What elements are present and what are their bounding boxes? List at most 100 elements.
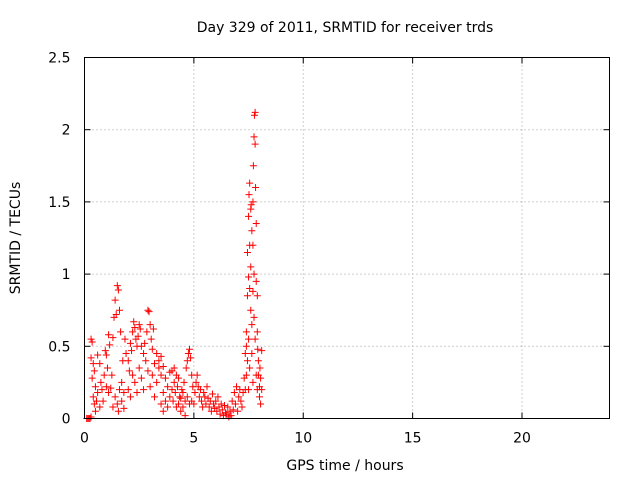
data-point <box>157 400 165 408</box>
data-point <box>125 367 133 375</box>
data-point <box>135 364 143 372</box>
data-point <box>226 407 234 415</box>
data-point <box>250 133 258 141</box>
data-point <box>102 383 110 391</box>
data-point <box>161 397 169 405</box>
data-point <box>253 292 261 300</box>
y-tick-label: 2.5 <box>48 51 70 67</box>
data-point <box>94 351 102 359</box>
data-point <box>254 357 262 365</box>
x-tick-label: 20 <box>513 431 531 447</box>
data-point <box>109 403 117 411</box>
data-point <box>241 386 249 394</box>
data-point <box>136 325 144 333</box>
data-point <box>213 407 221 415</box>
data-point <box>146 383 154 391</box>
data-point <box>177 394 185 402</box>
data-point <box>101 347 109 355</box>
data-point <box>233 383 241 391</box>
data-point <box>100 371 108 379</box>
data-point <box>247 205 255 213</box>
data-point <box>238 403 246 411</box>
data-point <box>172 403 180 411</box>
data-point <box>181 397 189 405</box>
data-point <box>247 263 255 271</box>
data-point <box>247 306 255 314</box>
data-point <box>113 282 121 290</box>
data-point <box>171 389 179 397</box>
data-point <box>246 285 254 293</box>
data-point <box>180 378 188 386</box>
data-point <box>208 390 216 398</box>
data-point <box>131 324 139 332</box>
data-point <box>200 389 208 397</box>
data-point <box>105 389 113 397</box>
data-point <box>251 108 259 116</box>
data-point <box>173 383 181 391</box>
data-point <box>157 371 165 379</box>
data-point <box>184 350 192 358</box>
data-point <box>214 393 222 401</box>
data-point <box>199 403 207 411</box>
axes: 0 5 10 15 20 0 0.5 1 1.5 2 2.5 <box>48 51 610 447</box>
data-point <box>257 400 265 408</box>
y-tick-label: 2 <box>62 123 71 139</box>
data-point <box>192 378 200 386</box>
data-point <box>253 328 261 336</box>
data-point <box>107 384 115 392</box>
data-point <box>250 111 258 119</box>
data-point <box>256 364 264 372</box>
data-point <box>175 374 183 382</box>
data-point <box>118 378 126 386</box>
data-point <box>252 277 260 285</box>
data-point <box>242 371 250 379</box>
data-point <box>183 393 191 401</box>
data-point <box>88 374 96 382</box>
data-point <box>133 389 141 397</box>
data-point <box>129 328 137 336</box>
data-point <box>245 212 253 220</box>
x-axis-label: GPS time / hours <box>286 458 403 474</box>
data-point <box>248 321 256 329</box>
data-point <box>245 273 253 281</box>
data-point <box>155 357 163 365</box>
data-point <box>193 371 201 379</box>
data-point <box>159 363 167 371</box>
data-point <box>176 393 184 401</box>
data-point <box>117 328 125 336</box>
data-point <box>187 354 195 362</box>
data-point <box>212 397 220 405</box>
data-point <box>235 393 243 401</box>
data-point <box>89 393 97 401</box>
data-point <box>140 350 148 358</box>
x-tick-label: 5 <box>189 431 198 447</box>
data-point <box>178 386 186 394</box>
data-point <box>246 179 254 187</box>
data-point <box>130 318 138 326</box>
data-point <box>144 306 152 314</box>
data-point <box>252 220 260 228</box>
data-point <box>256 393 263 401</box>
data-point <box>129 371 137 379</box>
data-point <box>87 413 95 421</box>
data-point <box>181 412 189 420</box>
data-point <box>98 386 106 394</box>
data-point <box>253 386 261 394</box>
data-point <box>88 338 96 346</box>
data-point <box>114 407 122 415</box>
data-point <box>170 378 178 386</box>
data-point <box>144 367 152 375</box>
data-point <box>146 321 154 329</box>
data-point <box>143 328 151 336</box>
data-point <box>121 335 129 343</box>
data-point <box>243 248 251 256</box>
data-point <box>202 400 210 408</box>
data-point <box>169 397 177 405</box>
data-point <box>137 342 145 350</box>
data-point <box>248 350 256 358</box>
data-point <box>93 397 101 405</box>
data-points <box>83 108 266 422</box>
data-point <box>201 393 209 401</box>
data-point <box>142 357 150 365</box>
